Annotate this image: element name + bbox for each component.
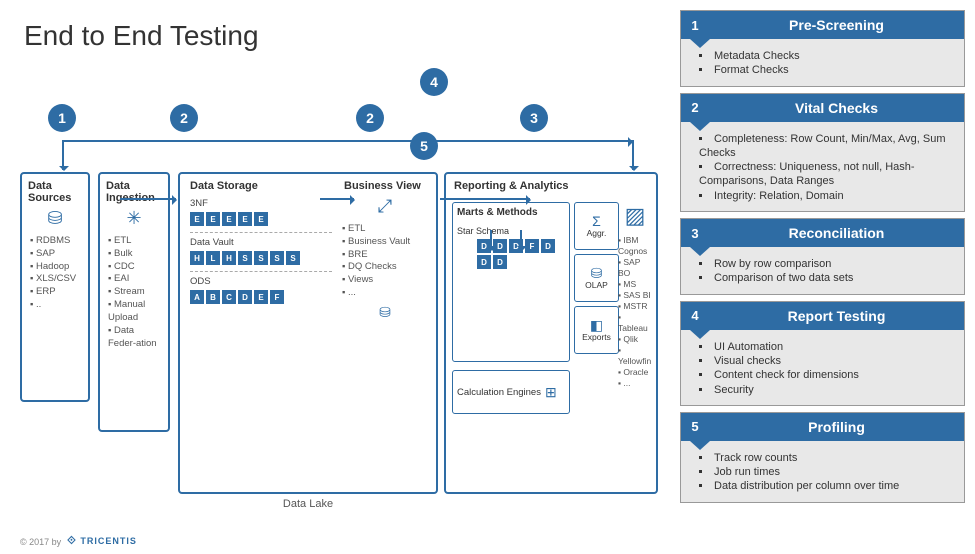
stage-data-storage: Data Storage 3NF E E E E E Data Vault H …	[186, 180, 336, 464]
presentation-icon: ▨	[618, 202, 652, 231]
ingest-icon: ✳	[106, 208, 162, 229]
stage-list: RDBMS SAP Hadoop XLS/CSV ERP ..	[28, 235, 82, 312]
tools-list: ▨ ▪ IBM Cognos ▪ SAP BO ▪ MS ▪ SAS BI ▪ …	[618, 202, 652, 389]
stage-list: ETL Business Vault BRE DQ Checks Views .…	[340, 223, 430, 300]
boxes-ods: A B C D E F	[190, 290, 336, 304]
flow-line	[62, 140, 632, 142]
db-small-icon: ⛁	[340, 304, 430, 321]
flow-line	[440, 198, 530, 200]
flow-line	[520, 230, 522, 250]
stage-data-sources: Data Sources ⛁ RDBMS SAP Hadoop XLS/CSV …	[20, 172, 90, 402]
olap-icon: ⛁	[591, 266, 603, 280]
page-title: End to End Testing	[24, 20, 259, 52]
phase-profiling: 5 Profiling Track row counts Job run tim…	[680, 412, 965, 503]
phase-report-testing: 4 Report Testing UI Automation Visual ch…	[680, 301, 965, 406]
calc-icon: ⊞	[545, 384, 557, 401]
flow-marker-5: 5	[410, 132, 438, 160]
data-lake-label: Data Lake	[180, 498, 436, 510]
architecture-diagram: Data Sources ⛁ RDBMS SAP Hadoop XLS/CSV …	[20, 80, 660, 520]
stage-title: Data Sources	[28, 180, 82, 204]
olap-aggr: Σ Aggr.	[574, 202, 619, 250]
box-marts-methods: Marts & Methods Star Schema D D D F D D …	[452, 202, 570, 362]
footer: © 2017 by ⟐ TRICENTIS	[20, 535, 137, 548]
phase-reconciliation: 3 Reconciliation Row by row comparison C…	[680, 218, 965, 295]
boxes-datavault: H L H S S S S	[190, 251, 336, 265]
stage-list: ETL Bulk CDC EAI Stream Manual Upload Da…	[106, 235, 162, 350]
stage-business-view: Business View ⤢ ETL Business Vault BRE D…	[340, 180, 430, 464]
brand-logo: ⟐ TRICENTIS	[67, 535, 137, 548]
flow-marker-3: 3	[520, 104, 548, 132]
box-calc-engines: Calculation Engines ⊞	[452, 370, 570, 414]
flow-line	[120, 198, 176, 200]
sigma-icon: Σ	[592, 214, 601, 228]
database-icon: ⛁	[28, 208, 82, 229]
flow-marker-2: 2	[356, 104, 384, 132]
frame-reporting: Reporting & Analytics Marts & Methods St…	[444, 172, 658, 494]
flow-line	[320, 198, 354, 200]
flow-line	[490, 230, 492, 250]
phase-pre-screening: 1 Pre-Screening Metadata Checks Format C…	[680, 10, 965, 87]
phases-panel: 1 Pre-Screening Metadata Checks Format C…	[680, 10, 965, 503]
olap-stack: Σ Aggr. ⛁ OLAP ◧ Exports	[574, 202, 619, 354]
olap-cube: ⛁ OLAP	[574, 254, 619, 302]
flow-line	[632, 140, 634, 170]
stage-data-ingestion: Data Ingestion ✳ ETL Bulk CDC EAI Stream…	[98, 172, 170, 432]
flow-marker-2: 2	[170, 104, 198, 132]
flow-marker-4: 4	[420, 68, 448, 96]
flow-line	[62, 140, 64, 170]
flow-marker-1: 1	[48, 104, 76, 132]
phase-vital-checks: 2 Vital Checks Completeness: Row Count, …	[680, 93, 965, 212]
stage-title: Data Ingestion	[106, 180, 162, 204]
export-icon: ◧	[590, 318, 603, 332]
olap-exports: ◧ Exports	[574, 306, 619, 354]
boxes-3nf: E E E E E	[190, 212, 336, 226]
frame-data-lake: Data Lake Data Storage 3NF E E E E E Dat…	[178, 172, 438, 494]
